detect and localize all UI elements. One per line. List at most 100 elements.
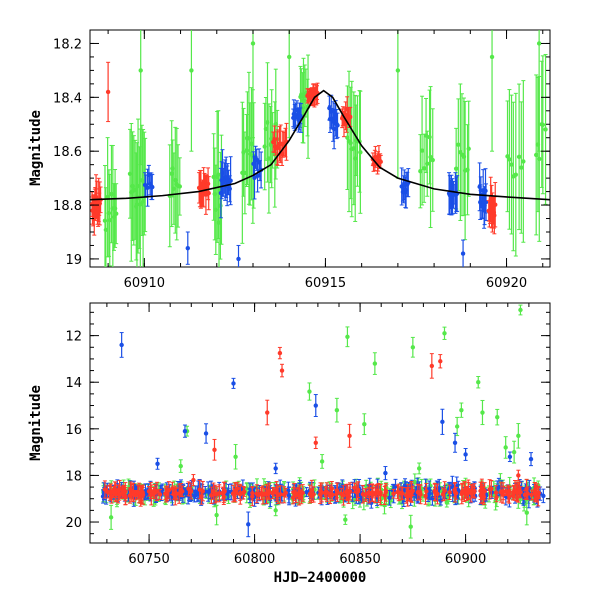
blue-outlier-point — [119, 332, 124, 358]
red-data-point — [212, 484, 218, 504]
red-outlier-point — [438, 354, 443, 369]
blue-outlier-point — [231, 377, 236, 389]
green-data-point — [418, 134, 423, 209]
green-outlier-point — [524, 500, 529, 526]
green-outlier-point — [178, 459, 183, 473]
red-data-point — [511, 485, 516, 501]
red-data-point — [152, 487, 157, 500]
red-data-point — [406, 487, 411, 501]
top-x-tick-label: 60910 — [124, 276, 165, 291]
green-data-point — [419, 95, 425, 206]
green-outlier-point — [408, 514, 413, 539]
red-data-point — [127, 487, 133, 504]
green-outlier-point — [345, 326, 350, 348]
green-data-point — [536, 30, 542, 152]
red-data-point — [121, 485, 126, 496]
red-data-point — [435, 483, 440, 505]
red-data-point — [309, 488, 314, 503]
red-data-point — [139, 485, 145, 498]
red-data-point — [275, 129, 281, 166]
bottom-plot-frame — [89, 302, 551, 544]
green-data-point — [189, 30, 194, 152]
red-data-point — [369, 483, 375, 502]
green-data-point — [421, 133, 427, 203]
red-data-point — [241, 485, 246, 500]
red-data-point — [452, 482, 457, 498]
red-data-point — [418, 484, 423, 505]
red-data-point — [464, 485, 469, 499]
red-data-point — [391, 488, 396, 499]
bottom-y-tick-label: 18 — [65, 469, 82, 484]
red-outlier-point — [191, 474, 196, 487]
top-axes: 60910 60915 60920 18.2 18.4 18.6 18.8 19 — [53, 29, 550, 291]
bottom-x-tick-label: 60850 — [339, 552, 380, 567]
top-y-tick-label: 18.4 — [53, 91, 82, 106]
red-data-point — [235, 481, 240, 496]
green-data-point — [521, 80, 526, 243]
red-data-point — [278, 485, 283, 504]
red-data-point — [157, 489, 163, 500]
red-data-point — [163, 485, 169, 503]
green-data-point — [102, 165, 108, 267]
red-data-point — [105, 61, 111, 123]
red-data-point — [116, 484, 121, 496]
green-outlier-point — [214, 504, 219, 526]
blue-outlier-point — [203, 423, 209, 444]
green-data-point — [543, 54, 548, 205]
blue-outlier-point — [452, 432, 458, 453]
red-data-point — [291, 486, 296, 498]
red-outlier-point — [347, 423, 352, 448]
red-data-point — [352, 482, 357, 494]
bottom-axes: 60750 60800 60850 60900 12 14 16 18 20 — [65, 303, 551, 567]
blue-outlier-point — [313, 394, 318, 417]
red-data-point — [324, 482, 330, 502]
blue-data-point — [304, 487, 309, 498]
top-y-axis-label: Magnitude — [28, 110, 44, 186]
red-data-point — [466, 479, 471, 500]
blue-data-point — [460, 239, 466, 267]
red-data-point — [347, 486, 352, 498]
blue-data-point — [430, 490, 435, 506]
red-data-point — [517, 481, 522, 498]
red-data-point — [493, 182, 498, 228]
red-outlier-point — [279, 363, 285, 378]
red-data-point — [533, 484, 539, 501]
green-outlier-point — [273, 504, 278, 517]
red-data-point — [363, 488, 369, 501]
bottom-y-tick-label: 12 — [65, 330, 82, 345]
red-data-point — [200, 480, 206, 502]
red-data-point — [186, 481, 191, 497]
green-outlier-point — [343, 514, 348, 525]
red-data-point — [250, 486, 255, 507]
red-data-point — [339, 487, 344, 500]
red-outlier-point — [212, 438, 217, 461]
blue-outlier-point — [383, 466, 388, 481]
top-plot-frame — [89, 29, 551, 268]
red-data-point — [335, 482, 340, 502]
green-data-point — [430, 108, 435, 212]
red-data-point — [395, 484, 400, 500]
red-data-point — [262, 487, 268, 500]
red-data-point — [220, 486, 225, 500]
green-outlier-point — [480, 399, 485, 426]
blue-data-point — [185, 231, 190, 265]
blue-data-point — [193, 485, 198, 499]
red-data-point — [489, 480, 494, 498]
bottom-panel: 60750 60800 60850 60900 12 14 16 18 20 Magnitude… — [28, 302, 551, 586]
blue-outlier-point — [155, 457, 160, 470]
green-data-point — [177, 157, 182, 216]
blue-outlier-point — [440, 408, 445, 435]
bottom-plot-area — [100, 304, 546, 539]
green-data-point — [287, 30, 292, 139]
green-outlier-point — [476, 376, 481, 389]
green-outlier-point — [233, 444, 238, 470]
bottom-y-tick-label: 16 — [65, 423, 82, 438]
green-data-point — [250, 30, 256, 139]
red-data-point — [166, 481, 172, 500]
green-data-point — [516, 83, 522, 231]
red-data-point — [366, 486, 372, 498]
red-data-point — [447, 484, 452, 501]
green-data-point — [428, 86, 433, 229]
green-outlier-point — [319, 454, 325, 469]
bottom-y-axis-label: Magnitude — [28, 385, 44, 461]
